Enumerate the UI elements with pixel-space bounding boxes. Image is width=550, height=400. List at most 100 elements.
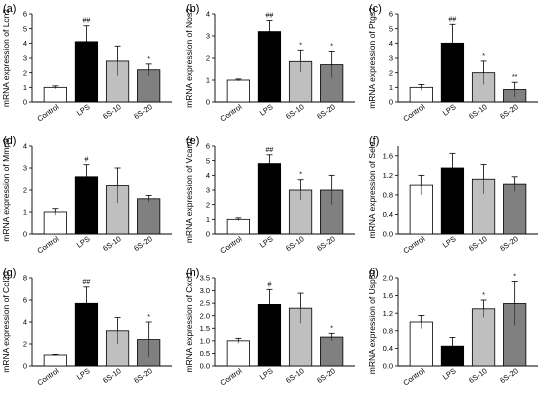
y-tick-label: 0 (23, 230, 27, 239)
category-label: Control (402, 102, 427, 123)
chart-panel: (c)mRNA expression of Ptgs2 0 1 2 3 4 5 6 Contro… (367, 3, 538, 124)
panel-letter: (d) (3, 135, 16, 147)
y-tick-label: 0 (389, 98, 393, 107)
y-tick-label: 0.8 (383, 190, 393, 199)
y-tick-label: 0.0 (383, 230, 393, 239)
y-tick-label: 6 (23, 296, 27, 305)
category-label: Control (219, 234, 244, 255)
significance-marker: # (84, 157, 88, 164)
category-label: 6S-10 (467, 102, 489, 121)
y-tick-label: 6 (206, 142, 210, 151)
y-tick-label: 0.0 (383, 362, 393, 371)
category-label: 6S-20 (498, 102, 520, 121)
y-tick-label: 1.2 (383, 171, 393, 180)
y-tick-label: 0 (206, 230, 210, 239)
y-tick-label: 2 (206, 54, 210, 63)
y-tick-label: 2.0 (200, 311, 210, 320)
y-axis-label: mRNA expression of Ccl20 (1, 271, 11, 373)
y-tick-label: 4 (23, 39, 27, 48)
y-axis-label: mRNA expression of Sele (367, 141, 377, 238)
category-label: 6S-20 (315, 102, 337, 121)
y-tick-label: 1.6 (383, 151, 393, 160)
chart-panel: (h)mRNA expression of Cxcl1 0.0 0.5 1.0 1.5 2… (184, 267, 355, 388)
y-tick-label: 1.5 (200, 324, 210, 333)
category-label: 6S-10 (101, 102, 123, 121)
y-tick-label: 5 (206, 156, 210, 165)
y-tick-label: 1 (206, 76, 210, 85)
chart-panel: (b)mRNA expression of Nos2 0 1 2 3 4 Control ##… (184, 3, 355, 124)
panel-letter: (i) (369, 267, 379, 279)
bar-6s-20 (137, 198, 161, 235)
y-tick-label: 0 (23, 98, 27, 107)
category-label: 6S-10 (101, 234, 123, 253)
y-tick-label: 6 (23, 10, 27, 19)
category-label: LPS (258, 102, 275, 118)
y-tick-label: 2.5 (200, 299, 210, 308)
y-tick-label: 3 (206, 32, 210, 41)
panel-letter: (e) (186, 135, 199, 147)
y-tick-label: 6 (389, 10, 393, 19)
y-axis-label: mRNA expression of Cxcl1 (184, 271, 194, 372)
y-tick-label: 3 (23, 164, 27, 173)
y-tick-label: 0.8 (383, 326, 393, 335)
y-tick-label: 2 (23, 68, 27, 77)
y-axis-label: mRNA expression of Ptgs2 (367, 7, 377, 109)
y-tick-label: 4 (23, 318, 27, 327)
panel-letter: (c) (369, 3, 382, 15)
category-label: Control (402, 234, 427, 255)
y-tick-label: 8 (23, 274, 27, 283)
y-tick-label: 2 (23, 340, 27, 349)
y-tick-label: 2.0 (383, 274, 393, 283)
significance-marker: ## (83, 279, 91, 286)
y-axis-label: mRNA expression of Mmp9 (1, 138, 11, 242)
bar-control (226, 79, 250, 103)
chart-panel: (d)mRNA expression of Mmp9 0 1 2 3 4 Control # L… (1, 135, 172, 256)
y-tick-label: 1.0 (200, 336, 210, 345)
bar-control (43, 354, 67, 367)
y-tick-label: 1 (389, 83, 393, 92)
y-tick-label: 1 (23, 83, 27, 92)
category-label: LPS (441, 102, 458, 118)
bar-control (226, 340, 250, 367)
category-label: LPS (441, 366, 458, 382)
significance-marker: * (299, 172, 302, 179)
category-label: 6S-10 (284, 234, 306, 253)
y-axis-label: mRNA expression of Lcn2 (1, 9, 11, 108)
category-label: 6S-20 (315, 366, 337, 385)
y-tick-label: 3 (23, 54, 27, 63)
y-tick-label: 4 (389, 39, 393, 48)
y-tick-label: 0.0 (200, 362, 210, 371)
y-tick-label: 0 (206, 98, 210, 107)
y-tick-label: 2 (206, 200, 210, 209)
category-label: LPS (258, 366, 275, 382)
category-label: Control (36, 366, 61, 387)
significance-marker: ## (83, 18, 91, 25)
panel-letter: (g) (3, 267, 16, 279)
bar-control (226, 218, 250, 235)
significance-marker: ## (266, 147, 274, 154)
significance-marker: ** (512, 74, 518, 81)
y-tick-label: 1.6 (383, 291, 393, 300)
y-axis-label: mRNA expression of Vcam1 (184, 137, 194, 244)
y-tick-label: 1 (206, 215, 210, 224)
y-tick-label: 0.4 (383, 344, 393, 353)
y-tick-label: 4 (206, 10, 210, 19)
significance-marker: * (147, 56, 150, 63)
bar-6s-20 (503, 183, 527, 235)
panel-letter: (f) (369, 135, 379, 147)
category-label: LPS (75, 366, 92, 382)
y-tick-label: 3 (389, 54, 393, 63)
y-tick-label: 3 (206, 186, 210, 195)
y-tick-label: 1 (23, 208, 27, 217)
chart-panel: (g)mRNA expression of Ccl20 0 2 4 6 8 Control #… (1, 267, 172, 388)
category-label: 6S-10 (284, 366, 306, 385)
significance-marker: * (299, 42, 302, 49)
y-axis-label: mRNA expression of Nos2 (184, 8, 194, 108)
panel-letter: (a) (3, 3, 16, 15)
significance-marker: * (482, 53, 485, 60)
chart-panel: (e)mRNA expression of Vcam1 0 1 2 3 4 5 6 Contro… (184, 135, 355, 256)
category-label: Control (219, 102, 244, 123)
y-tick-label: 4 (23, 142, 27, 151)
category-label: 6S-20 (315, 234, 337, 253)
